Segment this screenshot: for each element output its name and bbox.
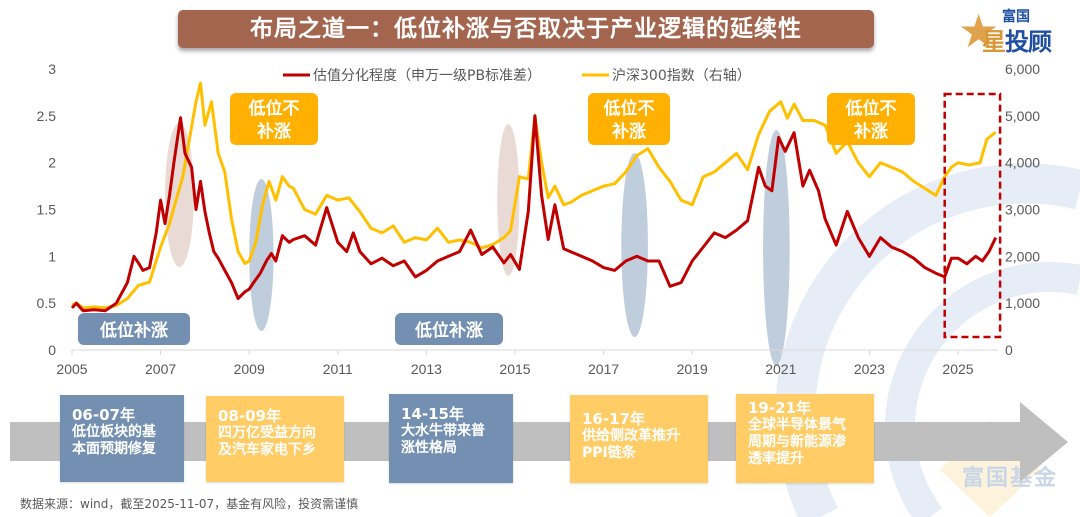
x-tick-label: 2011: [323, 361, 353, 377]
x-tick-label: 2017: [588, 361, 619, 377]
timeline-item: 08-09年 四万亿受益方向 及汽车家电下乡: [206, 396, 344, 482]
legend-label-red: 估值分化程度（申万一级PB标准差）: [313, 68, 541, 84]
timeline-period: 14-15年: [401, 405, 464, 423]
timeline-period: 19-21年: [748, 399, 811, 417]
timeline-line: 全球半导体景气: [748, 417, 846, 433]
x-tick-label: 2009: [234, 361, 265, 377]
y-right-tick-label: 3,000: [1005, 202, 1040, 218]
x-tick-label: 2023: [854, 361, 885, 377]
timeline-period: 16-17年: [582, 410, 645, 428]
x-tick-label: 2005: [56, 361, 87, 377]
timeline-line: 供给侧改革推升: [582, 428, 680, 444]
timeline-arrow-head: [1020, 402, 1068, 482]
highlight-ellipse: [621, 153, 648, 337]
timeline-line: 低位板块的基: [72, 424, 156, 440]
timeline-period: 08-09年: [218, 407, 281, 425]
label-no-catch-up: [827, 93, 915, 145]
timeline-item: 19-21年 全球半导体景气 周期与新能源渗 透率提升: [736, 394, 874, 483]
y-right-tick-label: 0: [1005, 342, 1013, 358]
logo-rest-chars: 投顾: [1005, 28, 1052, 56]
timeline-item: 16-17年 供给侧改革推升 PPI链条: [570, 395, 708, 483]
x-tick-label: 2021: [765, 361, 796, 377]
y-left-tick-label: 0.5: [37, 295, 57, 311]
label-text-line1: 低位不: [603, 98, 655, 119]
label-text-line1: 低位不: [845, 98, 897, 119]
logo-bottom-text: 星投顾: [982, 22, 1052, 57]
y-left-tick-label: 2: [48, 155, 56, 171]
x-tick-label: 2015: [499, 361, 530, 377]
chart: 2005 2007 2009 2011 2013 2015 2017 2019 2021 2023…: [37, 61, 1041, 377]
timeline-line: 大水牛带来普: [401, 423, 485, 439]
x-tick-label: 2007: [145, 361, 176, 377]
y-right-tick-label: 2,000: [1005, 248, 1040, 264]
label-catch-up: [78, 313, 190, 345]
highlight-ellipse: [249, 179, 274, 331]
y-ticks-right: 0 1,000 2,000 3,000 4,000 5,000 6,000: [1005, 61, 1040, 358]
brand-logo: ★ 富国 星投顾: [958, 2, 1078, 58]
y-right-tick-label: 5,000: [1005, 108, 1040, 124]
legend: 估值分化程度（申万一级PB标准差） 沪深300指数（右轴）: [283, 68, 751, 84]
timeline-line: PPI链条: [582, 445, 636, 461]
legend-label-yellow: 沪深300指数（右轴）: [612, 68, 751, 84]
timeline-period: 06-07年: [72, 406, 135, 424]
timeline-line: 四万亿受益方向: [218, 425, 316, 441]
timeline-item: 14-15年 大水牛带来普 涨性格局: [389, 394, 513, 483]
timeline-line: 本面预期修复: [72, 441, 156, 457]
x-tick-label: 2013: [411, 361, 442, 377]
y-right-tick-label: 6,000: [1005, 61, 1040, 77]
series-line-pb-std: [70, 114, 998, 313]
label-text-line2: 补涨: [611, 121, 646, 142]
label-text-line1: 低位不: [248, 98, 300, 119]
label-no-catch-up: [230, 93, 318, 145]
logo-star-char: 星: [982, 28, 1006, 56]
timeline-line: 涨性格局: [401, 440, 457, 456]
label-text: 低位补涨: [99, 320, 168, 341]
dashed-highlight-rect: [943, 92, 1002, 339]
dashed-highlight-box: [943, 92, 1002, 339]
timeline-line: 透率提升: [748, 451, 804, 467]
y-left-tick-label: 2.5: [37, 108, 57, 124]
star-icon: ★: [958, 5, 1000, 57]
x-tick-label: 2025: [942, 361, 973, 377]
data-source-footnote: 数据来源：wind，截至2025-11-07，基金有风险，投资需谨慎: [20, 497, 359, 511]
x-ticks: 2005 2007 2009 2011 2013 2015 2017 2019 2021 2023…: [56, 350, 974, 377]
logo-top-text: 富国: [1002, 9, 1030, 25]
highlight-ellipses: [165, 123, 790, 366]
y-left-tick-label: 1: [48, 248, 56, 264]
label-no-catch-up: [588, 93, 670, 145]
y-left-tick-label: 3: [48, 61, 56, 77]
y-left-tick-label: 0: [48, 342, 56, 358]
y-left-tick-label: 1.5: [37, 202, 57, 218]
y-right-tick-label: 4,000: [1005, 155, 1040, 171]
y-ticks-left: 0 0.5 1 1.5 2 2.5 3: [37, 61, 57, 358]
x-tick-label: 2019: [677, 361, 708, 377]
timeline-line: 及汽车家电下乡: [218, 442, 316, 458]
label-text-line2: 补涨: [853, 121, 888, 142]
page-title: 布局之道一：低位补涨与否取决于产业逻辑的延续性: [178, 10, 874, 48]
y-right-tick-label: 1,000: [1005, 295, 1040, 311]
timeline-item: 06-07年 低位板块的基 本面预期修复: [60, 395, 184, 482]
label-catch-up: [395, 313, 503, 345]
label-text-line2: 补涨: [256, 121, 291, 142]
label-text: 低位补涨: [414, 320, 483, 341]
timeline-line: 周期与新能源渗: [748, 434, 846, 450]
